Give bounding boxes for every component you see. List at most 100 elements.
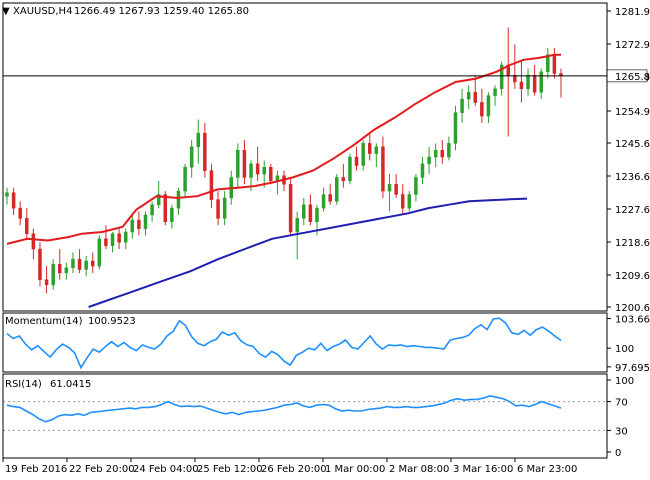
- time-tick-label: 3 Mar 16:00: [453, 464, 513, 475]
- candle-body: [163, 194, 168, 223]
- rsi-label: RSI(14): [5, 379, 42, 390]
- candle-body: [262, 166, 266, 175]
- candle-body: [31, 233, 36, 250]
- candle-body: [354, 156, 359, 166]
- candle-body: [381, 146, 385, 192]
- candle-body: [170, 207, 174, 223]
- price-tick-label: 1281.90: [615, 7, 650, 18]
- candle-body: [453, 112, 458, 144]
- candle-body: [546, 54, 550, 73]
- candle-body: [447, 143, 451, 158]
- candle-body: [407, 194, 412, 209]
- candle-body: [427, 156, 431, 165]
- time-tick-label: 19 Feb 2016: [5, 464, 67, 475]
- candle-body: [321, 194, 326, 209]
- candle-body: [493, 88, 497, 96]
- candle-body: [335, 177, 339, 202]
- price-tick-label: 1227.65: [615, 205, 650, 216]
- candle-body: [71, 259, 75, 269]
- candle-body: [249, 163, 253, 178]
- candle-body: [269, 166, 273, 182]
- time-tick-label: 1 Mar 00:00: [325, 464, 385, 475]
- candle-body: [255, 163, 260, 175]
- candle-body: [209, 170, 214, 200]
- candle-body: [466, 91, 471, 100]
- candle-body: [236, 149, 240, 178]
- price-tick-label: 1218.65: [615, 238, 650, 249]
- candle-body: [64, 267, 69, 274]
- candle-body: [222, 197, 227, 219]
- candle-body: [400, 194, 405, 209]
- rsi-tick-label: 100: [615, 376, 634, 387]
- rsi-value: 61.0415: [50, 379, 91, 390]
- candle-body: [156, 194, 161, 205]
- momentum-label: Momentum(14): [5, 316, 83, 327]
- rsi-frame: [2, 373, 608, 459]
- price-tick-label: 1209.65: [615, 271, 650, 282]
- rsi-tick-label: 0: [615, 448, 621, 459]
- sma20-line: [6, 53, 561, 245]
- price-pane: 1281.901272.901263.901254.901245.651236.…: [3, 7, 650, 314]
- candle-body: [348, 156, 352, 182]
- candle-body: [513, 74, 517, 83]
- candle-body: [84, 260, 88, 270]
- time-tick-label: 26 Feb 20:00: [261, 464, 327, 475]
- candle-body: [315, 207, 319, 223]
- header-triangle: ▼: [2, 6, 10, 17]
- candle-body: [77, 259, 82, 270]
- momentum-value: 100.9523: [88, 316, 136, 327]
- candle-body: [328, 194, 332, 202]
- current-price-label: 1265.80: [615, 72, 650, 83]
- candle-body: [137, 219, 141, 229]
- candle-body: [58, 264, 62, 274]
- price-tick-label: 1200.65: [615, 303, 650, 314]
- time-tick-label: 22 Feb 20:00: [69, 464, 135, 475]
- candle-body: [11, 192, 16, 209]
- candle-body: [18, 207, 22, 219]
- time-tick-label: 24 Feb 04:00: [133, 464, 199, 475]
- momentum-tick-label: 97.6955: [615, 363, 650, 374]
- candle-body: [5, 192, 9, 197]
- price-tick-label: 1236.65: [615, 172, 650, 183]
- candle-body: [394, 184, 398, 195]
- momentum-tick-label: 100: [615, 344, 634, 355]
- candle-body: [519, 81, 524, 90]
- candle-body: [38, 248, 42, 280]
- candle-body: [414, 177, 418, 195]
- candle-body: [110, 233, 115, 246]
- candle-body: [552, 54, 557, 74]
- candle-body: [183, 166, 187, 192]
- candle-body: [532, 74, 537, 93]
- price-tick-label: 1245.65: [615, 139, 650, 150]
- candle-body: [44, 279, 49, 286]
- candle-body: [90, 260, 95, 267]
- candle-body: [539, 71, 543, 93]
- candle-body: [117, 233, 121, 243]
- candle-body: [367, 143, 372, 154]
- candle-body: [361, 143, 365, 166]
- candle-body: [302, 204, 306, 219]
- rsi-tick-label: 30: [615, 426, 628, 437]
- candle-body: [123, 231, 128, 243]
- candle-body: [189, 146, 194, 168]
- candle-body: [440, 149, 445, 158]
- candle-body: [51, 264, 55, 286]
- candle-body: [97, 238, 102, 267]
- candle-body: [374, 146, 379, 154]
- candle-body: [216, 199, 220, 219]
- rsi-tick-label: 70: [615, 398, 628, 409]
- candle-body: [150, 204, 154, 216]
- price-tick-label: 1272.90: [615, 40, 650, 51]
- candle-body: [499, 64, 504, 90]
- candle-body: [130, 219, 135, 233]
- momentum-tick-label: 103.6612: [615, 315, 650, 326]
- candle-body: [104, 238, 108, 246]
- chart-symbol: XAUUSD,H4: [13, 6, 72, 17]
- candle-body: [387, 184, 392, 192]
- candle-body: [473, 91, 478, 103]
- candle-body: [288, 184, 293, 233]
- main-frame: [2, 2, 608, 312]
- time-tick-label: 25 Feb 12:00: [197, 464, 263, 475]
- candle-body: [308, 204, 313, 223]
